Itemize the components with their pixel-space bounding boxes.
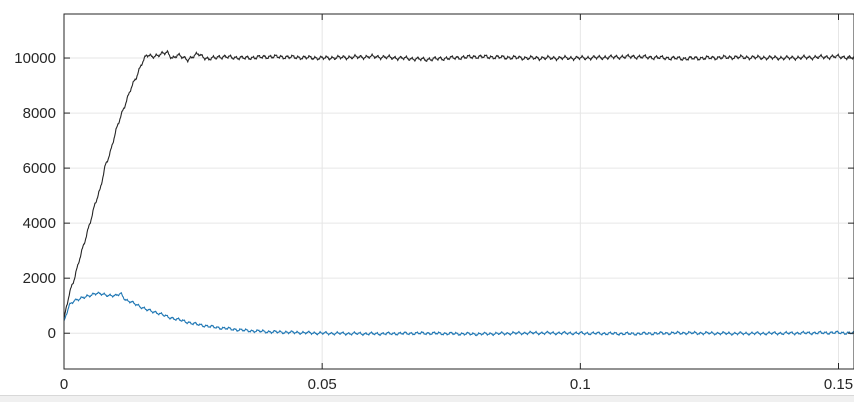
tick-labels: 0 0.05 0.1 0.15 0 2000 4000 6000 8000 10000 [14,50,853,393]
status-bar [0,395,854,402]
series-line-0 [63,49,854,320]
y-tick-label-3: 6000 [23,160,56,177]
plot-area [64,14,854,369]
series-line-1 [63,291,854,337]
series-lines [63,49,854,337]
x-tick-label-2: 0.1 [570,376,591,393]
y-tick-label-4: 8000 [23,105,56,122]
y-tick-label-1: 2000 [23,270,56,287]
x-tick-label-0: 0 [60,376,68,393]
x-tick-label-1: 0.05 [308,376,337,393]
axes-box [63,13,854,370]
x-tick-label-3: 0.15 [824,376,853,393]
y-tick-label-2: 4000 [23,215,56,232]
y-tick-label-5: 10000 [14,50,56,67]
axis-ticks [63,14,854,369]
y-tick-label-0: 0 [48,325,56,342]
